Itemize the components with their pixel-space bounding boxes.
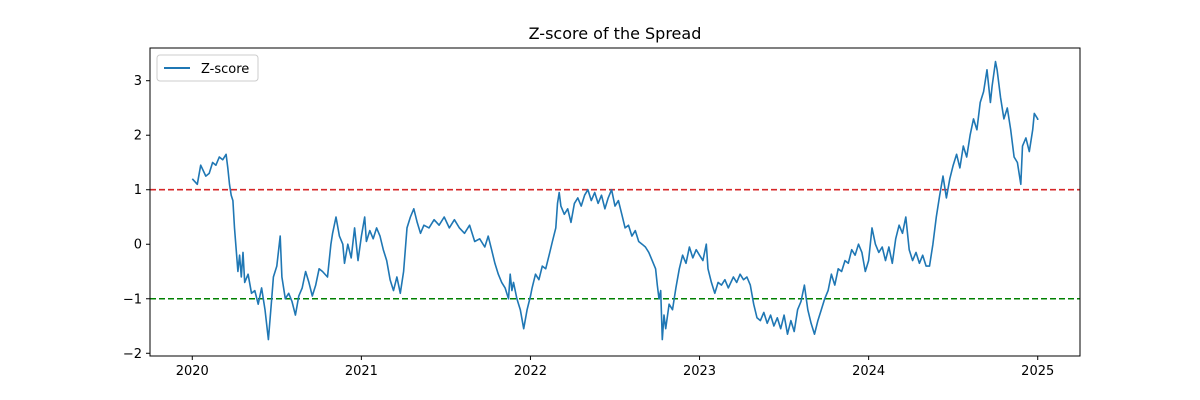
legend-box [156, 54, 259, 82]
y-tick-label: 0 [134, 238, 142, 253]
series-line-z-score [191, 60, 1039, 341]
y-tick-label: −1 [123, 292, 142, 307]
x-tick-label: 2021 [345, 364, 378, 379]
x-tick-label: 2022 [514, 364, 547, 379]
y-tick-label: 1 [134, 183, 142, 198]
x-tick-label: 2024 [852, 364, 885, 379]
x-tick-label: 2023 [683, 364, 716, 379]
axes-frame [149, 47, 1081, 357]
y-tick-label: −2 [123, 347, 142, 362]
x-tick-label: 2025 [1021, 364, 1054, 379]
x-tick-label: 2020 [176, 364, 209, 379]
y-tick-label: 2 [134, 129, 142, 144]
legend-label-z-score: Z-score [201, 62, 249, 77]
x-axis: 2020 2021 2022 2023 2024 2025 [176, 356, 1054, 379]
plot-area [150, 60, 1080, 341]
y-tick-label: 3 [134, 74, 142, 89]
chart-title: Z-score of the Spread [529, 24, 702, 43]
y-axis: −2 −1 0 1 2 3 [123, 74, 150, 362]
legend: Z-score [156, 54, 259, 82]
